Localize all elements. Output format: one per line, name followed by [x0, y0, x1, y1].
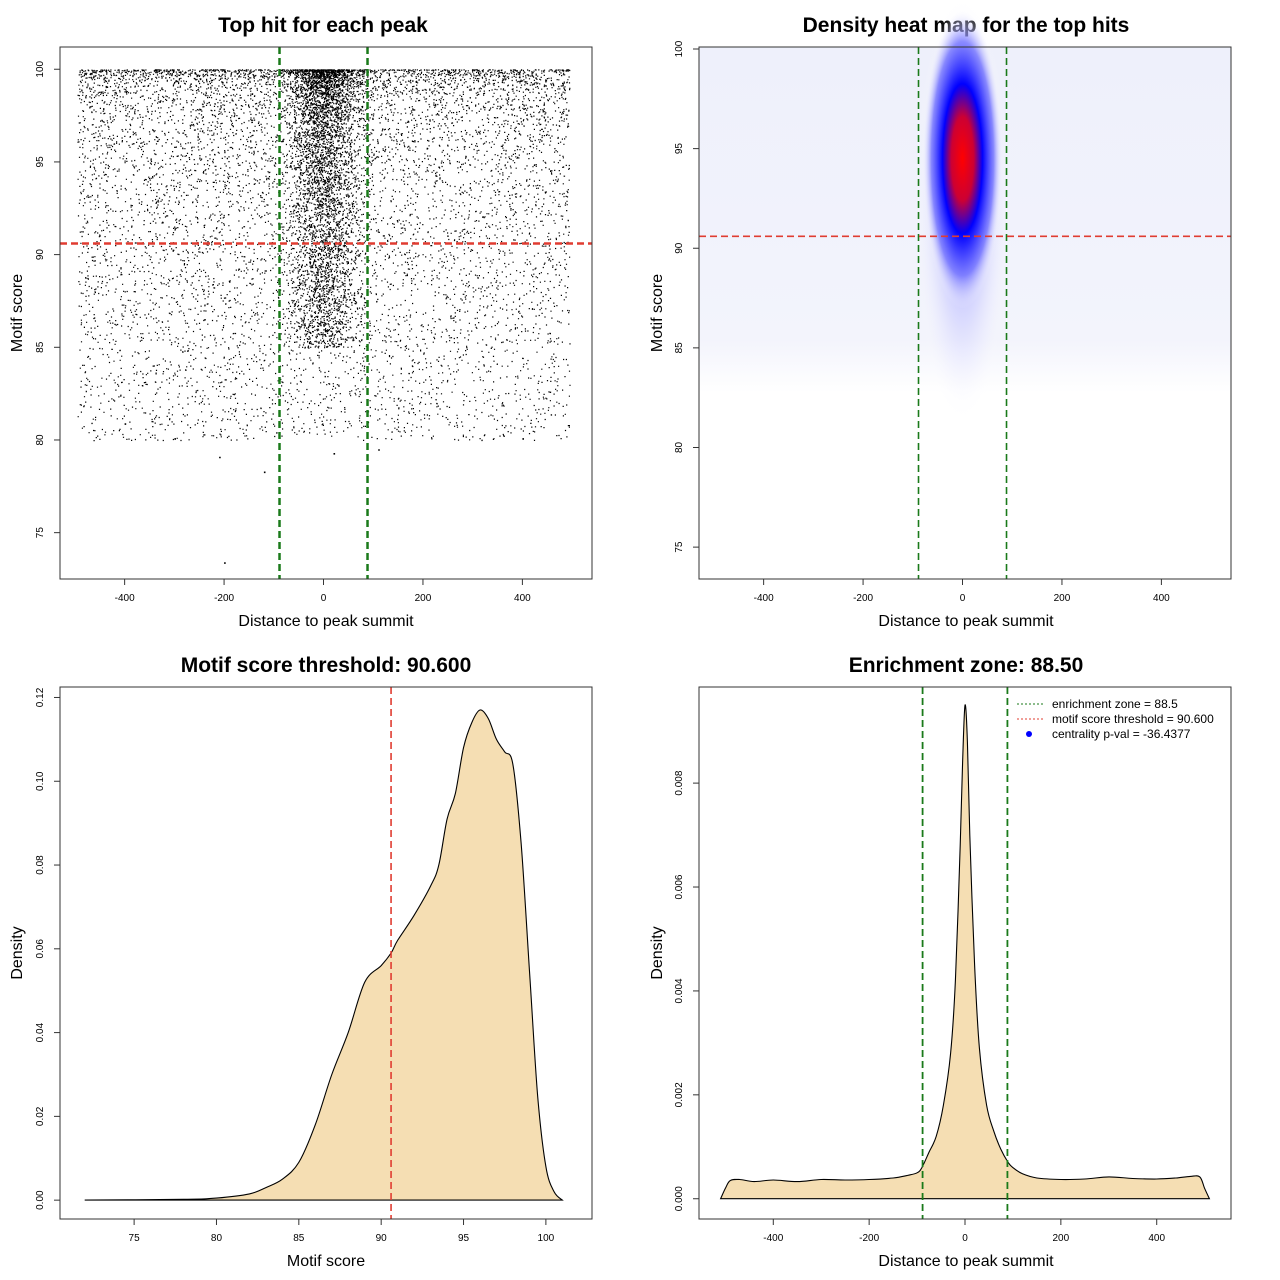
y-tick-label: 85: [35, 341, 46, 353]
y-tick-label: 75: [35, 527, 46, 539]
y-tick-label: 0.004: [674, 978, 685, 1003]
chart-title: Top hit for each peak: [218, 14, 428, 37]
x-axis-ticks: -400 -200 0 200 400: [763, 1219, 1165, 1244]
y-tick-label: 75: [674, 541, 685, 553]
heatmap-surface: [699, 0, 1231, 579]
y-axis-ticks: 75 80 85 90 95 100: [674, 40, 699, 553]
legend: enrichment zone = 88.5 motif score thres…: [1017, 697, 1214, 741]
y-axis-label: Motif score: [9, 274, 26, 352]
legend-label-centrality: centrality p-val = -36.4377: [1052, 727, 1191, 741]
x-tick-label: 400: [1153, 593, 1170, 604]
y-tick-label: 0.12: [35, 687, 46, 707]
y-tick-label: 0.002: [674, 1082, 685, 1107]
x-tick-label: 80: [211, 1233, 223, 1244]
y-tick-label: 0.04: [35, 1022, 46, 1042]
x-tick-label: 90: [376, 1233, 388, 1244]
x-tick-label: 400: [1148, 1233, 1165, 1244]
y-tick-label: 100: [35, 60, 46, 77]
y-tick-label: 95: [674, 143, 685, 155]
score-density-panel: Motif score threshold: 90.600 75 80 85 90 95…: [9, 654, 593, 1270]
y-tick-label: 85: [674, 342, 685, 354]
x-axis-label: Distance to peak summit: [878, 1253, 1054, 1270]
y-axis-ticks: 0.000 0.002 0.004 0.006 0.008: [674, 770, 699, 1211]
x-tick-label: -200: [859, 1233, 879, 1244]
x-tick-label: -200: [853, 593, 873, 604]
scatter-panel: Top hit for each peak -400 -200 0 200 400 75…: [9, 14, 593, 630]
y-tick-label: 90: [35, 249, 46, 261]
x-axis-label: Motif score: [287, 1253, 365, 1270]
x-tick-label: 400: [514, 593, 531, 604]
x-tick-label: 85: [293, 1233, 305, 1244]
y-tick-label: 90: [674, 242, 685, 254]
x-axis-ticks: -400 -200 0 200 400: [115, 579, 531, 604]
reference-lines: [699, 47, 1231, 579]
heat-hotspot: [922, 8, 1003, 309]
y-tick-label: 0.008: [674, 770, 685, 795]
x-axis-label: Distance to peak summit: [238, 613, 414, 630]
y-axis-ticks: 0.00 0.02 0.04 0.06 0.08 0.10 0.12: [35, 687, 60, 1210]
density-area: [84, 709, 564, 1201]
distance-density-panel: Enrichment zone: 88.50 -400 -200 0 200 400 0…: [649, 654, 1232, 1270]
x-tick-label: 200: [415, 593, 432, 604]
legend-label-enrichment: enrichment zone = 88.5: [1052, 697, 1178, 711]
x-tick-label: -400: [763, 1233, 783, 1244]
plot-frame: [59, 686, 593, 1220]
y-tick-label: 0.06: [35, 939, 46, 959]
scatter-point-cloud: [77, 69, 571, 564]
x-tick-label: 100: [538, 1233, 555, 1244]
plot-frame: [698, 46, 1232, 580]
x-tick-label: 200: [1054, 593, 1071, 604]
y-axis-ticks: 75 80 85 90 95 100: [35, 60, 60, 538]
density-area: [719, 704, 1211, 1200]
chart-title: Motif score threshold: 90.600: [181, 654, 472, 677]
x-axis-ticks: 75 80 85 90 95 100: [129, 1219, 555, 1244]
x-tick-label: -400: [115, 593, 135, 604]
density-curve: [719, 704, 1211, 1200]
x-tick-label: -200: [214, 593, 234, 604]
chart-title: Enrichment zone: 88.50: [849, 654, 1084, 677]
y-tick-label: 0.02: [35, 1106, 46, 1126]
plot-frame: [59, 46, 593, 580]
y-axis-label: Density: [649, 926, 666, 979]
x-tick-label: 75: [129, 1233, 141, 1244]
x-tick-label: 0: [960, 593, 966, 604]
y-tick-label: 0.000: [674, 1186, 685, 1211]
density-curve: [84, 709, 564, 1201]
y-tick-label: 0.00: [35, 1190, 46, 1210]
x-axis-label: Distance to peak summit: [878, 613, 1054, 630]
legend-point-centrality: [1026, 731, 1032, 737]
reference-lines: [921, 687, 1009, 1219]
y-tick-label: 0.08: [35, 855, 46, 875]
y-tick-label: 0.006: [674, 874, 685, 899]
y-tick-label: 100: [674, 40, 685, 57]
x-tick-label: 95: [458, 1233, 470, 1244]
x-tick-label: 200: [1053, 1233, 1070, 1244]
y-tick-label: 80: [35, 434, 46, 446]
heatmap-panel: Density heat map for the top hits -400-2…: [649, 0, 1232, 630]
reference-lines: [60, 47, 592, 579]
legend-label-threshold: motif score threshold = 90.600: [1052, 712, 1214, 726]
y-axis-label: Density: [9, 926, 26, 979]
y-tick-label: 95: [35, 156, 46, 168]
scatter-points: [77, 69, 571, 564]
x-axis-ticks: -400 -200 0 200 400: [754, 579, 1170, 604]
y-tick-label: 80: [674, 441, 685, 453]
y-tick-label: 0.10: [35, 771, 46, 791]
x-tick-label: 0: [962, 1233, 968, 1244]
x-tick-label: -400: [754, 593, 774, 604]
y-axis-label: Motif score: [649, 274, 666, 352]
x-tick-label: 0: [321, 593, 327, 604]
